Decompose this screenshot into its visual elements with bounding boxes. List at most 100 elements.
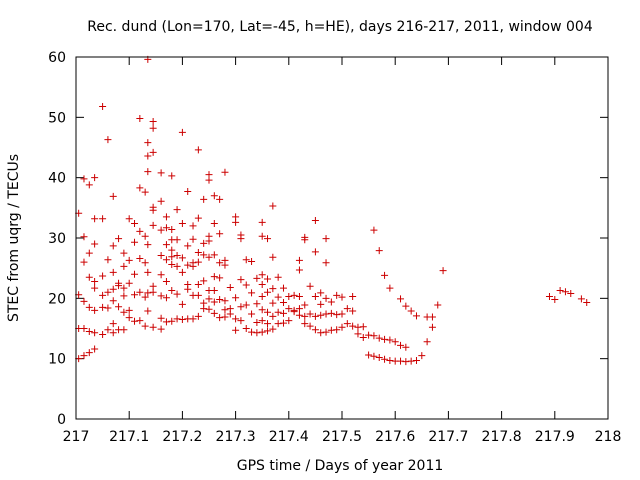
data-point	[248, 310, 256, 318]
data-point	[178, 300, 186, 308]
data-point	[274, 293, 282, 301]
data-point	[216, 296, 224, 304]
data-point	[232, 326, 240, 334]
y-tick-label: 40	[48, 171, 66, 187]
data-point	[189, 315, 197, 323]
data-point	[253, 274, 261, 282]
data-point	[85, 249, 93, 257]
data-point	[144, 289, 152, 297]
data-point	[397, 357, 405, 365]
data-point	[184, 261, 192, 269]
data-point	[162, 241, 170, 249]
data-point	[162, 294, 170, 302]
data-point	[327, 298, 335, 306]
data-point	[285, 317, 293, 325]
data-point	[99, 303, 107, 311]
data-point	[131, 291, 139, 299]
data-point	[264, 327, 272, 335]
data-point	[141, 232, 149, 240]
data-point	[322, 328, 330, 336]
data-point	[149, 282, 157, 290]
data-point	[194, 312, 202, 320]
data-point	[306, 322, 314, 330]
data-point	[184, 242, 192, 250]
data-point	[109, 268, 117, 276]
data-point	[412, 312, 420, 320]
data-point	[80, 325, 88, 332]
data-point	[91, 329, 99, 337]
data-point	[258, 218, 266, 226]
data-point	[295, 256, 303, 264]
data-point	[178, 268, 186, 276]
data-point	[104, 326, 112, 334]
data-point	[248, 328, 256, 336]
data-point	[168, 261, 176, 269]
data-point	[428, 313, 436, 321]
data-point	[311, 326, 319, 334]
data-point	[162, 224, 170, 232]
data-point	[85, 349, 93, 357]
data-point	[162, 277, 170, 285]
data-point	[200, 239, 208, 247]
x-tick-label: 217.7	[428, 429, 468, 445]
data-point	[80, 175, 88, 183]
data-point	[264, 235, 272, 243]
data-point	[338, 310, 346, 318]
y-tick-label: 20	[48, 291, 66, 307]
data-point	[136, 227, 144, 235]
data-point	[301, 301, 309, 309]
data-point	[149, 206, 157, 214]
data-point	[189, 222, 197, 230]
x-tick-label: 217.1	[109, 429, 149, 445]
x-axis-label: GPS time / Days of year 2011	[237, 458, 444, 474]
data-point	[258, 232, 266, 240]
data-point	[168, 253, 176, 261]
data-point	[168, 246, 176, 254]
data-point	[258, 271, 266, 279]
data-point	[370, 226, 378, 234]
data-point	[120, 292, 128, 300]
data-point	[120, 284, 128, 292]
data-point	[232, 315, 240, 323]
data-point	[258, 317, 266, 325]
y-tick-label: 50	[48, 110, 66, 126]
scatter-points	[75, 55, 591, 366]
data-point	[258, 328, 266, 336]
data-point	[162, 256, 170, 264]
data-point	[136, 115, 144, 123]
data-point	[216, 314, 224, 322]
data-point	[545, 293, 553, 301]
data-point	[269, 299, 277, 307]
data-point	[85, 303, 93, 311]
data-point	[125, 314, 133, 322]
data-point	[338, 293, 346, 301]
data-point	[189, 262, 197, 270]
data-point	[285, 305, 293, 313]
data-point	[194, 214, 202, 222]
data-point	[428, 323, 436, 331]
data-point	[556, 286, 564, 294]
data-point	[194, 248, 202, 256]
data-point	[109, 297, 117, 305]
y-tick-label: 0	[57, 412, 66, 428]
data-point	[205, 176, 213, 184]
data-point	[279, 309, 287, 317]
data-point	[295, 305, 303, 313]
x-axis: 217 217.1 217.2 217.3 217.4 217.5 217.6 217.7 21…	[63, 57, 621, 445]
data-point	[200, 305, 208, 313]
data-point	[178, 254, 186, 262]
x-tick-label: 217.3	[216, 429, 256, 445]
data-point	[91, 215, 99, 223]
data-point	[269, 202, 277, 210]
data-point	[269, 325, 277, 333]
data-point	[149, 288, 157, 296]
data-point	[157, 251, 165, 259]
data-point	[402, 343, 410, 351]
data-point	[434, 301, 442, 309]
data-point	[205, 295, 213, 303]
data-point	[149, 118, 157, 126]
data-point	[561, 288, 569, 296]
data-point	[397, 295, 405, 303]
x-tick-label: 217.4	[269, 429, 309, 445]
data-point	[583, 299, 591, 307]
